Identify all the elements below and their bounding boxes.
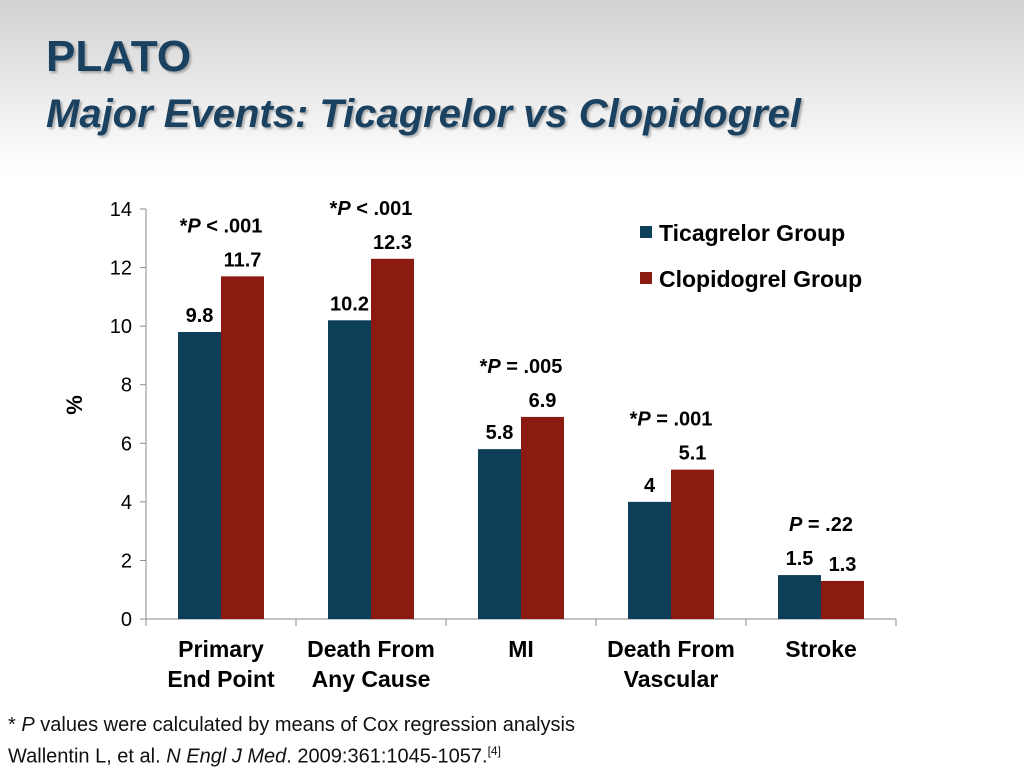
slide-title: PLATO: [46, 32, 192, 81]
data-label: 5.1: [679, 443, 707, 465]
y-tick-label: 10: [110, 316, 132, 338]
legend-label: Clopidogrel Group: [659, 266, 862, 292]
y-tick-label: 14: [110, 199, 132, 221]
p-value-annotation: *P < .001: [180, 215, 263, 237]
legend-swatch: [640, 226, 652, 238]
y-axis-label: %: [62, 395, 87, 415]
y-tick-label: 2: [121, 550, 132, 572]
data-label: 9.8: [186, 305, 214, 327]
bar: [328, 320, 371, 619]
x-tick-label: Death From Vascular: [607, 636, 735, 692]
citation-authors: Wallentin L, et al.: [8, 745, 167, 768]
slide-subtitle: Major Events: Ticagrelor vs Clopidogrel: [46, 92, 801, 136]
y-tick-label: 6: [121, 433, 132, 455]
legend-swatch: [640, 272, 652, 284]
footnote: * P values were calculated by means of C…: [8, 712, 908, 770]
x-tick-label: MI: [508, 636, 534, 662]
bar: [821, 580, 864, 619]
data-label: 1.5: [786, 548, 814, 570]
data-label: 1.3: [829, 554, 857, 576]
data-label: 12.3: [373, 232, 412, 254]
bar: [628, 501, 671, 619]
y-tick-label: 8: [121, 375, 132, 397]
bar: [178, 332, 221, 619]
bar: [371, 258, 414, 619]
bar: [778, 575, 821, 619]
p-value-annotation: P = .22: [789, 514, 853, 536]
p-value-annotation: *P = .005: [480, 356, 563, 378]
p-value-annotation: *P = .001: [630, 409, 713, 431]
bar: [521, 416, 564, 619]
x-tick-label: Death From Any Cause: [307, 636, 435, 692]
bar: [221, 276, 264, 619]
data-label: 6.9: [529, 390, 557, 412]
bar: [671, 469, 714, 619]
citation-ref: [4]: [487, 744, 501, 758]
footnote-method: * P values were calculated by means of C…: [8, 712, 908, 738]
x-tick-label: Stroke: [785, 636, 857, 662]
x-tick-label: Primary End Point: [167, 636, 275, 692]
p-value-annotation: *P < .001: [330, 198, 413, 220]
data-label: 10.2: [330, 293, 369, 315]
footnote-star: *: [8, 714, 16, 736]
y-tick-label: 0: [121, 609, 132, 631]
citation-journal: N Engl J Med: [166, 745, 287, 768]
data-label: 5.8: [486, 422, 514, 444]
bar: [478, 449, 521, 619]
data-label: 11.7: [224, 249, 262, 271]
footnote-p: P: [21, 714, 35, 736]
footnote-citation: Wallentin L, et al. N Engl J Med. 2009:3…: [8, 738, 908, 770]
y-tick-label: 4: [121, 492, 132, 514]
y-tick-label: 12: [110, 258, 132, 280]
citation-details: . 2009:361:1045-1057.: [286, 745, 488, 768]
legend-label: Ticagrelor Group: [659, 220, 845, 246]
data-label: 4: [644, 475, 656, 497]
footnote-text: values were calculated by means of Cox r…: [34, 714, 575, 736]
